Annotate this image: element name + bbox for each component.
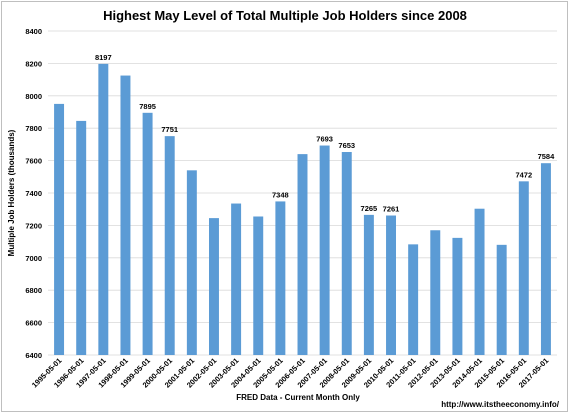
data-label: 7693 (316, 135, 333, 144)
y-tick-label: 7800 (25, 124, 42, 133)
y-tick-label: 7200 (25, 221, 42, 230)
y-axis-label: Multiple Job Holders (thousands) (7, 129, 16, 256)
data-label: 7261 (383, 205, 400, 214)
bar (341, 152, 352, 355)
bar (208, 218, 219, 355)
data-label: 7265 (361, 204, 378, 213)
bar (540, 163, 551, 355)
bar (186, 170, 197, 355)
y-axis-ticks: 6400 6600 6800 7000 7200 7400 7600 7800 8000 8200… (25, 27, 42, 360)
bar (386, 215, 397, 355)
bar (98, 63, 109, 356)
bar (496, 244, 507, 355)
data-label: 7584 (538, 152, 556, 161)
x-axis-label: FRED Data - Current Month Only (236, 393, 360, 402)
gridlines (48, 30, 557, 356)
bar (474, 208, 485, 355)
data-label: 7895 (139, 102, 156, 111)
y-tick-label: 8000 (25, 92, 42, 101)
y-tick-label: 8400 (25, 27, 42, 36)
data-label: 8197 (95, 53, 112, 62)
bar (452, 237, 463, 355)
data-label: 7751 (161, 125, 178, 134)
y-tick-label: 7600 (25, 157, 42, 166)
bar (231, 203, 242, 355)
y-tick-label: 7400 (25, 189, 42, 198)
bars (54, 63, 551, 356)
bar (142, 112, 153, 355)
bar (164, 136, 175, 355)
bar (76, 120, 87, 355)
bar (363, 214, 374, 355)
x-axis-ticks: 1995-05-011996-05-011997-05-011998-05-01… (30, 356, 550, 389)
bar (253, 216, 264, 355)
bar (54, 103, 65, 356)
y-tick-label: 6400 (25, 351, 42, 360)
y-tick-label: 6800 (25, 286, 42, 295)
data-label: 7653 (338, 141, 355, 150)
bar (120, 75, 131, 356)
bar (408, 244, 419, 355)
y-tick-label: 7000 (25, 254, 42, 263)
bar (430, 230, 441, 355)
data-label: 7472 (515, 170, 532, 179)
source-note: http://www.itstheeconomy.info/ (441, 400, 560, 409)
y-tick-label: 6600 (25, 319, 42, 328)
y-tick-label: 8200 (25, 59, 42, 68)
bar (518, 181, 529, 355)
bar (297, 154, 308, 355)
chart-title: Highest May Level of Total Multiple Job … (103, 8, 467, 23)
data-labels: 8197 7895 7751 7348 7693 7653 7265 7261 7472 7584 (95, 53, 555, 214)
bar (275, 201, 286, 355)
bar (319, 145, 330, 355)
data-label: 7348 (272, 190, 289, 199)
